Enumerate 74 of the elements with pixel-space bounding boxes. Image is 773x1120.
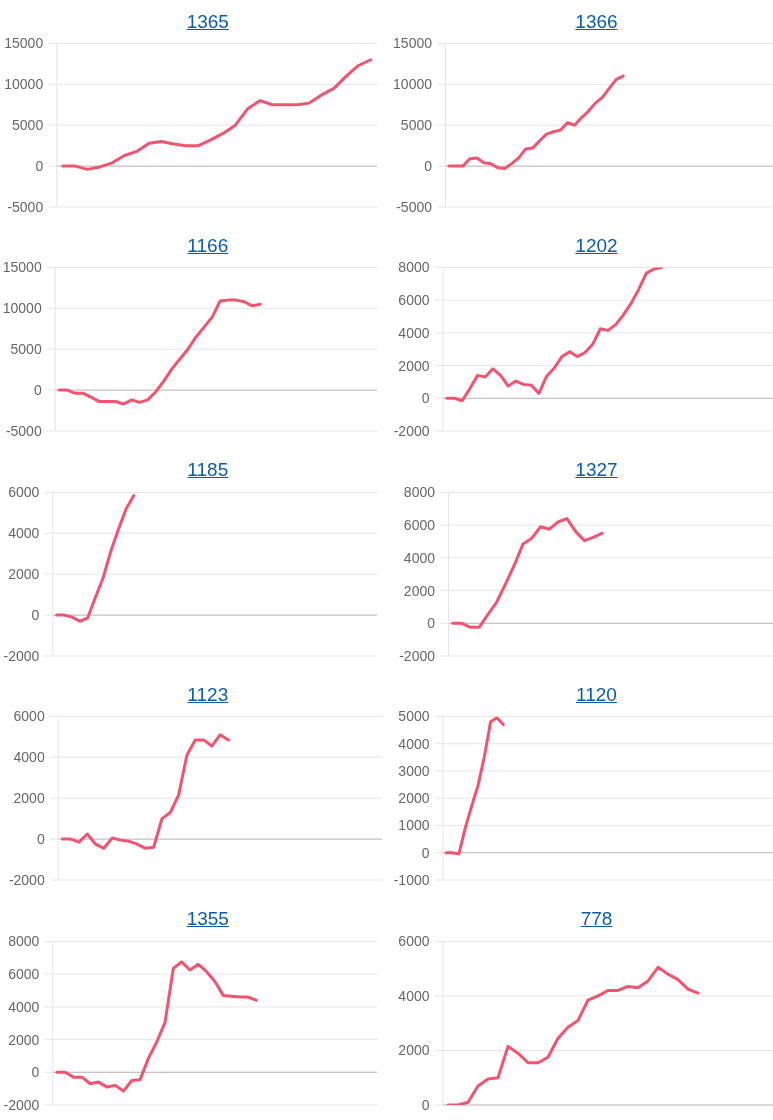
line-series (61, 58, 373, 171)
chart-title: 1185 (187, 459, 229, 481)
y-tick-label: 0 (33, 382, 42, 399)
line-series (57, 299, 262, 406)
y-tick-label: -1000 (393, 872, 430, 889)
chart-title: 1120 (576, 683, 617, 705)
y-tick-label: 0 (421, 844, 430, 861)
chart-title: 778 (580, 908, 613, 930)
y-tick-label: -2000 (3, 647, 40, 664)
y-tick-label: 2000 (13, 790, 45, 807)
y-tick-label: -5000 (396, 198, 433, 215)
y-tick-label: -2000 (393, 423, 430, 440)
chart-title: 1166 (187, 235, 229, 257)
chart-title: 1327 (575, 459, 618, 481)
y-tick-label: 2000 (398, 357, 430, 374)
y-tick-label: 0 (421, 390, 430, 407)
chart-title: 1355 (186, 908, 229, 930)
y-tick-label: 2000 (403, 582, 436, 599)
chart-title: 1366 (575, 10, 618, 32)
y-tick-label: 10000 (393, 76, 433, 93)
line-series (55, 959, 258, 1093)
y-tick-label: 4000 (13, 749, 45, 766)
y-tick-label: -2000 (8, 872, 45, 889)
y-tick-label: 4000 (398, 735, 430, 752)
y-tick-label: 8000 (403, 484, 436, 501)
y-tick-label: 15000 (2, 259, 42, 276)
y-tick-label: 5000 (12, 117, 44, 134)
y-tick-label: -2000 (399, 647, 436, 664)
y-tick-label: 4000 (403, 549, 436, 566)
y-tick-label: 0 (36, 831, 45, 848)
y-tick-label: 6000 (13, 708, 45, 725)
y-tick-label: 5000 (400, 117, 433, 134)
y-tick-label: 0 (421, 1096, 430, 1113)
y-tick-label: 0 (35, 158, 44, 175)
y-tick-label: 10000 (4, 76, 44, 93)
y-tick-label: 15000 (4, 35, 44, 52)
chart-title: 1365 (186, 10, 229, 32)
y-tick-label: 6000 (403, 516, 436, 533)
line-series (60, 733, 230, 850)
y-tick-label: 0 (31, 1063, 40, 1080)
line-series (445, 267, 664, 403)
y-tick-label: 4000 (8, 525, 40, 542)
y-tick-label: 1000 (398, 817, 430, 834)
y-tick-label: 2000 (8, 565, 40, 582)
line-series (451, 516, 604, 629)
y-tick-label: -5000 (7, 198, 44, 215)
y-tick-label: 2000 (398, 790, 430, 807)
line-series (444, 716, 505, 856)
y-tick-label: 6000 (398, 292, 430, 309)
y-tick-label: 4000 (8, 998, 40, 1015)
line-series (446, 965, 700, 1105)
y-tick-label: 6000 (398, 932, 430, 949)
y-tick-label: 4000 (398, 987, 430, 1004)
line-series (447, 74, 625, 171)
y-tick-label: 2000 (398, 1042, 430, 1059)
y-tick-label: 2000 (8, 1031, 40, 1048)
y-tick-label: 3000 (398, 763, 430, 780)
y-tick-label: 8000 (398, 259, 430, 276)
y-tick-label: 6000 (8, 965, 40, 982)
y-tick-label: 5000 (10, 341, 42, 358)
y-tick-label: -5000 (5, 423, 42, 440)
y-tick-label: 0 (427, 615, 436, 632)
chart-title: 1202 (575, 235, 618, 257)
y-tick-label: 0 (424, 158, 433, 175)
chart-title: 1123 (187, 683, 229, 705)
y-tick-label: 15000 (393, 35, 433, 52)
y-tick-label: 6000 (8, 484, 40, 501)
y-tick-label: 8000 (8, 932, 40, 949)
y-tick-label: 4000 (398, 325, 430, 342)
line-series (55, 493, 136, 623)
y-tick-label: 5000 (398, 708, 430, 725)
y-tick-label: -2000 (3, 1096, 40, 1113)
y-tick-label: 0 (31, 606, 40, 623)
y-tick-label: 10000 (2, 300, 42, 317)
